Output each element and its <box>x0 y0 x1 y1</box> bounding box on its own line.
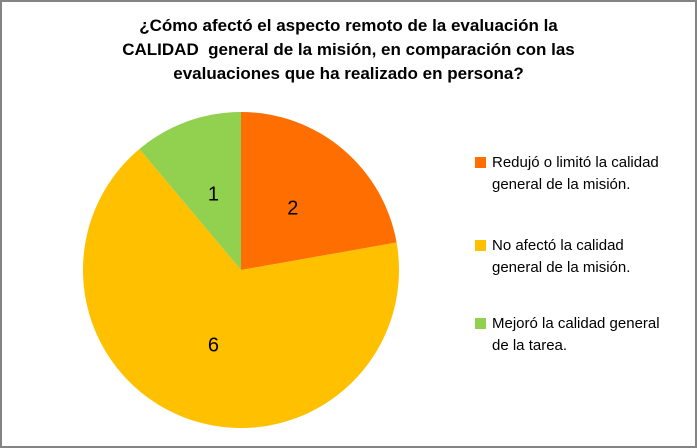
legend-label: Mejoró la calidad general de la tarea. <box>492 315 660 354</box>
chart-title-line: evaluaciones que ha realizado en persona… <box>173 64 524 83</box>
legend-swatch-icon <box>475 318 486 329</box>
legend-swatch-icon <box>475 240 486 251</box>
legend-label: Redujó o limitó la calidad general de la… <box>492 154 659 193</box>
pie-slice-1 <box>83 148 400 428</box>
legend-item: No afectó la calidad general de la misió… <box>475 235 660 279</box>
pie-slice-value-label: 1 <box>208 183 219 205</box>
pie-slice-value-label: 2 <box>287 197 298 219</box>
legend-item: Redujó o limitó la calidad general de la… <box>475 152 660 196</box>
legend-label: No afectó la calidad general de la misió… <box>492 237 631 276</box>
pie-slice-value-label: 6 <box>208 335 219 357</box>
legend-swatch-icon <box>475 157 486 168</box>
pie-slice-0 <box>241 112 397 270</box>
chart-title-line: CALIDAD general de la misión, en compara… <box>122 40 575 59</box>
chart-title: ¿Cómo afectó el aspecto remoto de la eva… <box>2 14 695 86</box>
chart-title-line: ¿Cómo afectó el aspecto remoto de la eva… <box>139 16 558 35</box>
legend-item: Mejoró la calidad general de la tarea. <box>475 313 660 357</box>
pie-slice-2 <box>139 112 241 270</box>
